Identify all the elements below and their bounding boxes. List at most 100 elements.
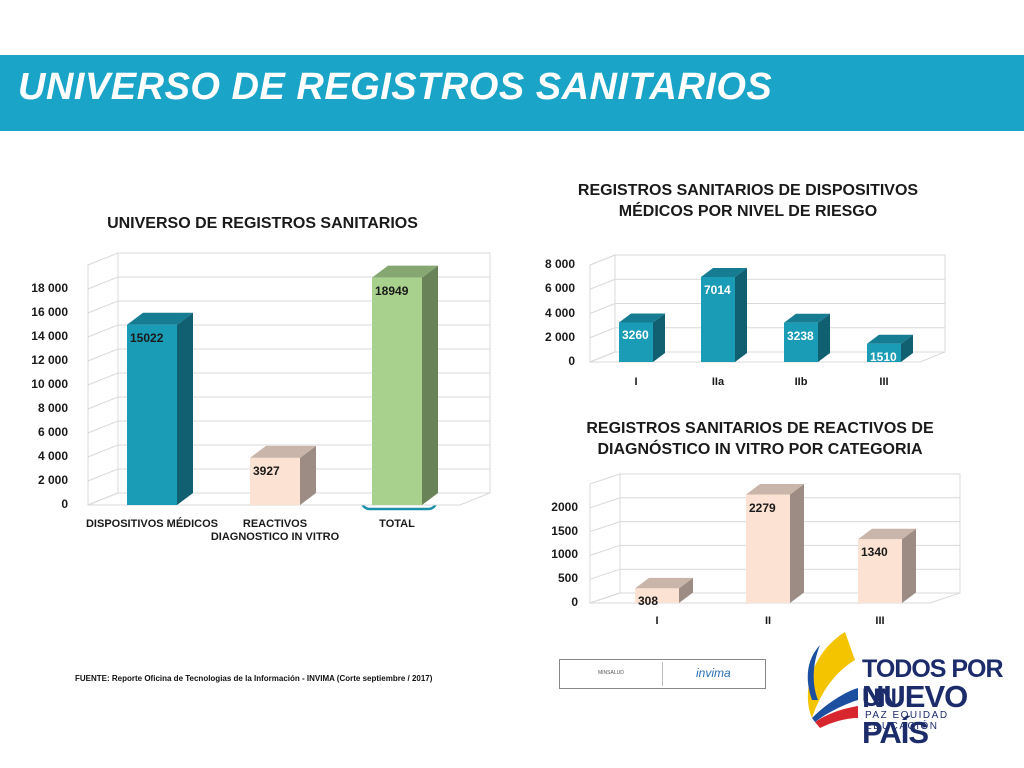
grid-line: [589, 254, 945, 266]
grid-line: [87, 468, 490, 482]
x-tick-label: II: [764, 615, 772, 627]
y-tick-label: 8 000: [37, 401, 68, 415]
value-label: 3238: [787, 328, 814, 343]
bar-side: [790, 484, 804, 603]
ministry-logo: MINSALUD: [598, 670, 624, 676]
grid-line: [589, 497, 960, 509]
grid-line: [87, 372, 490, 386]
bar-top: [858, 528, 916, 540]
x-tick-label: IIb: [794, 376, 808, 388]
grid-line: [589, 568, 960, 580]
bar-top: [701, 267, 747, 277]
grid-line: [589, 351, 945, 363]
slide-title: UNIVERSO DE REGISTROS SANITARIOS: [18, 66, 773, 108]
grid-line: [589, 521, 960, 533]
slogan-line: TODOS POR UN: [862, 655, 1004, 712]
x-tick-label: III: [875, 615, 885, 627]
grid-line: [87, 300, 490, 314]
bar-top: [867, 334, 913, 344]
y-tick-label: 2 000: [37, 473, 68, 487]
value-label: 7014: [704, 282, 731, 297]
chart-title: REGISTROS SANITARIOS DE REACTIVOS DE DIA…: [586, 420, 934, 458]
value-label: 3927: [253, 463, 280, 478]
separator: [662, 662, 663, 686]
grid-line: [87, 444, 490, 458]
value-label: 15022: [130, 330, 164, 345]
x-tick-label: DISPOSITIVOS MÉDICOS: [85, 518, 219, 530]
grid-line: [87, 324, 490, 338]
agency-logo: invima: [696, 666, 731, 680]
chart-title: UNIVERSO DE REGISTROS SANITARIOS: [107, 215, 418, 232]
bar: [784, 322, 818, 362]
y-tick-label: 0: [568, 354, 575, 368]
bar-top: [635, 577, 693, 589]
y-tick-label: 12 000: [31, 353, 68, 367]
x-tick-label: III: [879, 376, 889, 388]
y-tick-label: 16 000: [31, 305, 68, 319]
value-label: 1340: [861, 545, 888, 560]
slogan-line: NUEVO PAÍS: [862, 679, 968, 750]
bar: [867, 343, 901, 362]
bar-side: [300, 445, 316, 505]
y-tick-label: 6 000: [544, 281, 575, 296]
grid-line: [87, 396, 490, 410]
bar-side: [679, 577, 693, 603]
bar-side: [422, 265, 438, 505]
grid-line: [87, 348, 490, 362]
y-tick-label: 6 000: [37, 425, 68, 439]
bar-top: [250, 445, 316, 458]
grid-line: [87, 276, 490, 290]
y-tick-label: 500: [557, 571, 578, 586]
y-tick-label: 0: [571, 595, 578, 609]
flag-swoosh: [807, 632, 858, 728]
y-tick-label: 1500: [551, 523, 578, 538]
grid-line: [589, 303, 945, 314]
logo-strip: MINSALUD invima: [559, 659, 766, 689]
x-tick-label: I: [655, 615, 659, 627]
bar-side: [818, 313, 830, 362]
chart-title: REGISTROS SANITARIOS DE DISPOSITIVOS MÉD…: [577, 182, 919, 220]
grid-line: [589, 592, 960, 604]
grid-line: [589, 327, 945, 339]
bar-side: [901, 334, 913, 362]
y-tick-label: 0: [61, 497, 68, 511]
value-label: 18949: [375, 283, 409, 298]
source-note: FUENTE: Reporte Oficina de Tecnologias d…: [75, 674, 433, 683]
value-label: 3260: [622, 328, 649, 343]
y-tick-label: 14 000: [31, 329, 68, 343]
bar-top: [372, 265, 438, 278]
value-label: 2279: [749, 500, 776, 515]
x-tick-label: REACTIVOS DIAGNOSTICO IN VITRO: [210, 518, 340, 543]
bar: [619, 322, 653, 362]
bar: [701, 276, 735, 362]
y-tick-label: 4 000: [544, 305, 575, 320]
side-wall: [589, 473, 621, 604]
y-tick-label: 2000: [551, 499, 578, 514]
bar: [858, 539, 902, 603]
x-tick-label: IIa: [711, 376, 725, 388]
grid-line: [589, 544, 960, 556]
grid-line: [87, 420, 490, 434]
slogan-tagline: PAZ EQUIDAD EDUCACIÓN: [865, 710, 949, 732]
bar-top: [127, 312, 193, 325]
bar: [372, 277, 422, 505]
y-tick-label: 8 000: [544, 257, 575, 271]
bar-side: [735, 267, 747, 362]
bar: [127, 324, 177, 505]
y-tick-label: 10 000: [31, 377, 68, 391]
bar-top: [746, 484, 804, 495]
bar-top: [619, 313, 665, 323]
y-tick-label: 2 000: [544, 329, 575, 344]
bar: [635, 588, 679, 603]
y-tick-label: 4 000: [37, 449, 68, 463]
bar-side: [902, 528, 916, 603]
x-tick-label: I: [634, 376, 638, 388]
grid-line: [87, 492, 490, 506]
y-tick-label: 18 000: [31, 281, 68, 295]
value-label: 1510: [870, 349, 897, 364]
x-tick-label: TOTAL: [379, 518, 415, 530]
bar: [746, 494, 790, 603]
header-band: UNIVERSO DE REGISTROS SANITARIOS: [0, 55, 1024, 131]
